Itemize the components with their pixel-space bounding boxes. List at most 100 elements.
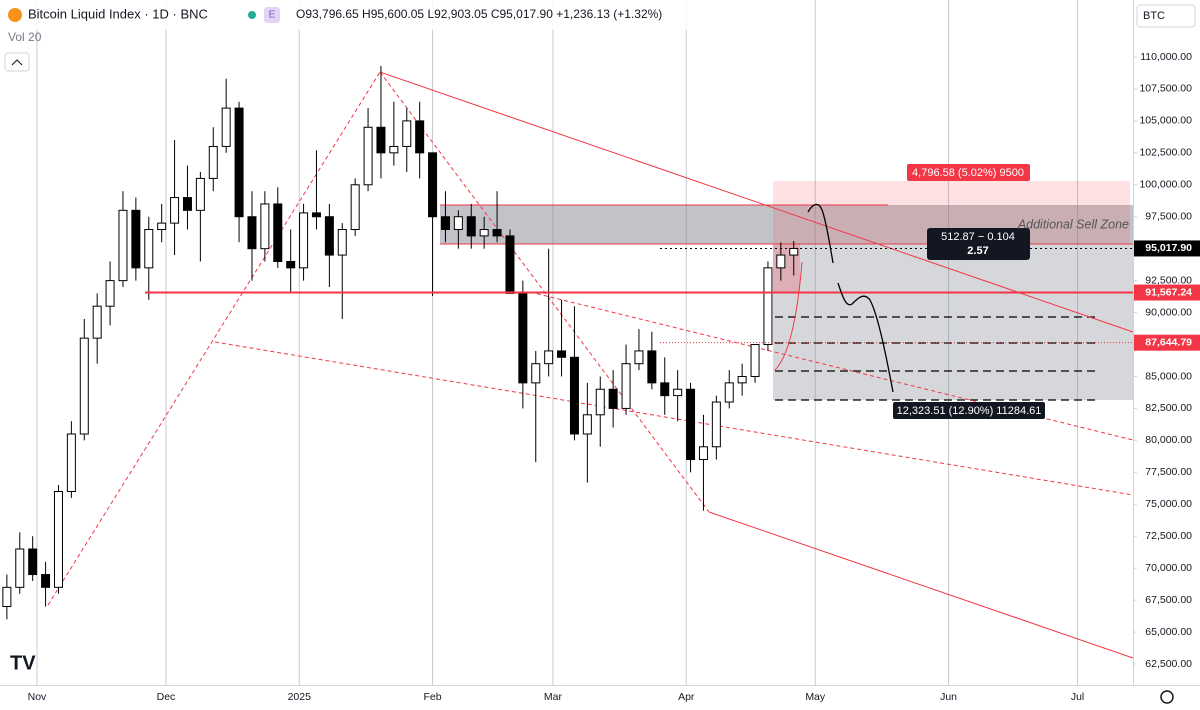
header-bg bbox=[0, 0, 720, 30]
target-box bbox=[907, 164, 1030, 181]
candle-body bbox=[182, 197, 192, 211]
status-dot bbox=[248, 11, 256, 19]
candle-body bbox=[415, 120, 425, 154]
axis-layer: Nov Dec 2025 Feb Mar Apr May Jun Jul 62,500.00 65,… bbox=[28, 51, 1200, 703]
candle-body bbox=[776, 254, 786, 269]
candle-body bbox=[492, 229, 502, 237]
candle-body bbox=[750, 344, 760, 377]
candle-body bbox=[505, 235, 515, 294]
zone-label: Additional Sell Zone bbox=[1017, 217, 1129, 231]
measure-box bbox=[927, 228, 1030, 260]
y-tick-label: 100,000.00 bbox=[1139, 179, 1192, 191]
price-tag-label: 87,644.79 bbox=[1145, 336, 1192, 348]
measure-label: 2.57 bbox=[967, 245, 988, 257]
volume-label: Vol 20 bbox=[8, 30, 42, 44]
candle-body bbox=[350, 184, 360, 231]
projection bbox=[807, 203, 834, 264]
y-tick-label: 75,000.00 bbox=[1145, 498, 1192, 510]
candle-body bbox=[686, 388, 696, 461]
candle-body bbox=[789, 247, 799, 256]
target-label: 4,796.58 (5.02%) 9500 bbox=[912, 167, 1024, 179]
ohlc-header: O93,796.65 H95,600.05 L92,903.05 C95,017… bbox=[296, 7, 662, 21]
x-tick-label: May bbox=[805, 691, 826, 703]
y-tick-label: 107,500.00 bbox=[1139, 83, 1192, 95]
candle-body bbox=[337, 229, 347, 256]
candle-body bbox=[15, 548, 25, 588]
x-tick-label: Feb bbox=[424, 691, 442, 703]
price-axis bbox=[1133, 0, 1200, 710]
y-tick-label: 70,000.00 bbox=[1145, 562, 1192, 574]
candle-body bbox=[79, 337, 89, 435]
badge: E bbox=[269, 10, 276, 21]
y-tick-label: 110,000.00 bbox=[1140, 51, 1192, 63]
badge-bg bbox=[264, 7, 280, 23]
x-tick-label: Apr bbox=[678, 691, 695, 703]
candle-body bbox=[195, 177, 205, 211]
candle-body bbox=[557, 350, 567, 358]
candle-body bbox=[105, 280, 115, 307]
candle-body bbox=[479, 229, 489, 237]
settings-icon[interactable] bbox=[1160, 690, 1174, 704]
x-tick-label: Nov bbox=[28, 691, 47, 703]
candle-body bbox=[711, 401, 721, 448]
candle-body bbox=[41, 574, 51, 588]
price-tag bbox=[1134, 334, 1200, 351]
candle-body bbox=[157, 222, 167, 231]
candle-body bbox=[737, 375, 747, 384]
candle-body bbox=[260, 203, 270, 250]
candle-body bbox=[440, 216, 450, 231]
candle-body bbox=[389, 145, 399, 154]
candle-body bbox=[234, 107, 244, 218]
candle-body bbox=[595, 388, 605, 416]
candle-body bbox=[402, 120, 412, 147]
candle-body bbox=[621, 363, 631, 409]
y-tick-label: 85,000.00 bbox=[1145, 370, 1192, 382]
y-tick-label: 72,500.00 bbox=[1145, 530, 1192, 542]
candles bbox=[2, 65, 1133, 620]
candle-body bbox=[647, 350, 657, 384]
candle-body bbox=[92, 305, 102, 339]
candle-body bbox=[724, 382, 734, 403]
candle-body bbox=[376, 126, 386, 154]
candle-body bbox=[118, 209, 128, 282]
price-tag bbox=[1134, 284, 1200, 301]
logo: TV bbox=[10, 652, 36, 674]
x-tick-label: Mar bbox=[544, 691, 563, 703]
y-tick-label: 80,000.00 bbox=[1145, 434, 1192, 446]
currency-button[interactable] bbox=[1136, 4, 1196, 28]
candle-body bbox=[660, 382, 670, 397]
candle-body bbox=[518, 292, 528, 384]
candle-body bbox=[144, 229, 154, 269]
candle-body bbox=[634, 350, 644, 365]
candle-body bbox=[582, 414, 592, 435]
candle-body bbox=[698, 446, 708, 461]
candle-body bbox=[763, 267, 773, 346]
candle-body bbox=[673, 388, 683, 397]
candle-body bbox=[53, 490, 63, 588]
collapse-button[interactable] bbox=[4, 52, 30, 72]
candle-body bbox=[453, 216, 463, 231]
y-tick-label: 97,500.00 bbox=[1145, 211, 1192, 223]
candle-body bbox=[286, 260, 296, 269]
candle-body bbox=[428, 152, 438, 218]
candle-body bbox=[208, 145, 218, 179]
y-tick-label: 82,500.00 bbox=[1145, 402, 1192, 414]
candle-body bbox=[311, 212, 321, 218]
candle-body bbox=[131, 209, 141, 269]
candle-body bbox=[544, 350, 554, 365]
candle-body bbox=[363, 126, 373, 186]
candle-body bbox=[2, 586, 12, 607]
y-tick-label: 77,500.00 bbox=[1145, 466, 1192, 478]
candle-body bbox=[28, 548, 38, 576]
y-tick-label: 65,000.00 bbox=[1145, 626, 1192, 638]
candle-body bbox=[221, 107, 231, 147]
candle-body bbox=[324, 216, 334, 256]
candle-body bbox=[299, 212, 309, 269]
stop-box bbox=[893, 402, 1045, 419]
y-tick-label: 67,500.00 bbox=[1145, 594, 1192, 606]
y-tick-label: 105,000.00 bbox=[1139, 115, 1192, 127]
candle-body bbox=[247, 216, 257, 250]
x-tick-label: Jul bbox=[1071, 691, 1084, 703]
x-tick-label: Dec bbox=[157, 691, 176, 703]
candle-body bbox=[569, 356, 579, 435]
